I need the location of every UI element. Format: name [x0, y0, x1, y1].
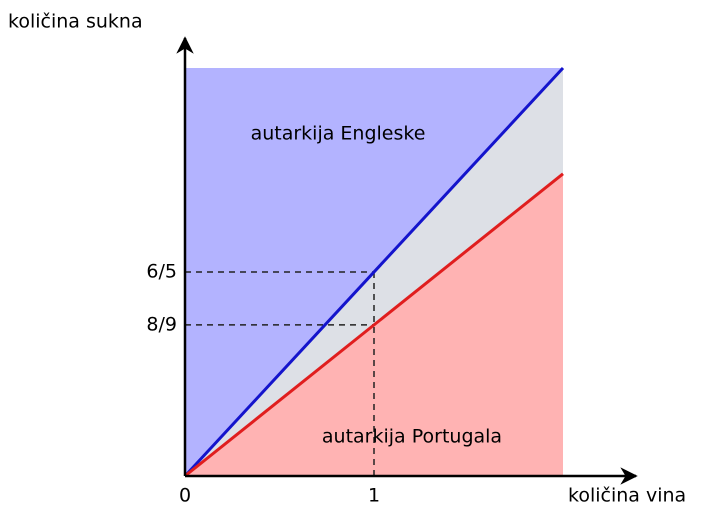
y-axis-label: količina sukna	[8, 11, 143, 33]
y-tick-label: 6/5	[146, 261, 177, 283]
line	[184, 172, 564, 478]
y-tick-label: 8/9	[146, 313, 177, 335]
annotation: autarkija Portugala	[322, 426, 502, 448]
x-tick-label: 1	[368, 485, 380, 507]
x-tick-label: 0	[179, 485, 191, 507]
x-axis-label: količina vina	[568, 485, 686, 507]
line	[183, 66, 565, 478]
annotation: autarkija Engleske	[251, 123, 426, 145]
plot	[183, 66, 565, 478]
